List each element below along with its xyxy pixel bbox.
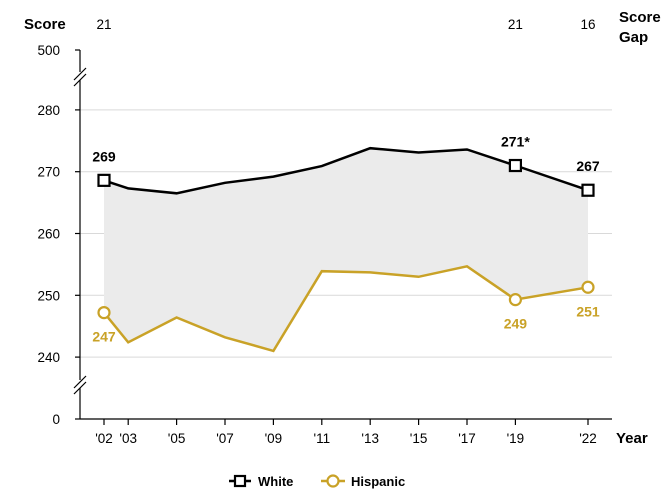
y-tick-label: 500 (37, 43, 60, 58)
axis-break-mark (73, 375, 87, 389)
white-data-label: 267 (576, 158, 600, 174)
hispanic-marker (581, 280, 595, 294)
y-tick-label: 270 (37, 165, 60, 180)
legend-label-hispanic: Hispanic (351, 474, 405, 489)
x-tick-label: '07 (216, 431, 234, 446)
hispanic-data-label: 247 (92, 329, 116, 345)
y-tick-label: 260 (37, 227, 60, 242)
y-tick-label: 250 (37, 288, 60, 303)
score-gap-value: 16 (580, 17, 595, 32)
white-marker (97, 173, 111, 187)
legend: White Hispanic (229, 474, 405, 489)
series-line-white (103, 146, 589, 195)
x-tick-label: '13 (361, 431, 379, 446)
markers (97, 158, 595, 320)
score-gap-title-line1: Score (619, 9, 661, 26)
x-tick-label: '22 (579, 431, 597, 446)
hispanic-data-label: 249 (504, 316, 528, 332)
axis-break-mark (73, 73, 87, 87)
x-tick-label: '02 (95, 431, 113, 446)
x-tick-label: '11 (314, 431, 331, 446)
score-gap-value: 21 (508, 17, 523, 32)
legend-circle-icon (326, 474, 340, 488)
white-data-label: 271* (501, 134, 530, 150)
axis-break-mark (73, 67, 87, 81)
hispanic-data-label: 251 (576, 303, 600, 319)
white-data-label: 269 (92, 148, 116, 164)
white-marker (581, 183, 595, 197)
legend-label-white: White (258, 474, 293, 489)
white-marker (508, 158, 522, 173)
series-line-hispanic (103, 264, 589, 353)
axis-break-mark (73, 381, 87, 395)
legend-item-hispanic: Hispanic (321, 474, 405, 489)
y-tick-label: 0 (52, 412, 60, 427)
score-gap-value: 21 (96, 17, 111, 32)
hispanic-marker (508, 293, 523, 307)
legend-square-icon (233, 474, 247, 488)
hispanic-marker (97, 306, 111, 320)
x-axis-title: Year (616, 430, 648, 447)
axes: 0 240 250 260 270 280 500 '02 '03 '05 '07 '09 '11 '13… (37, 43, 612, 446)
x-tick-label: '03 (119, 431, 137, 446)
y-axis-title: Score (24, 16, 66, 33)
score-gap-title-line2: Gap (619, 29, 648, 46)
y-tick-label: 240 (37, 350, 60, 365)
x-tick-label: '19 (507, 431, 525, 446)
legend-item-white: White (229, 474, 293, 489)
x-tick-label: '05 (168, 431, 186, 446)
x-tick-label: '15 (410, 431, 428, 446)
x-tick-label: '09 (265, 431, 283, 446)
score-gap-area (104, 148, 588, 351)
x-tick-label: '17 (458, 431, 476, 446)
chart-labels: 21 21 16 269 271* 267 247 249 251 (92, 17, 600, 345)
y-tick-label: 280 (37, 103, 60, 118)
